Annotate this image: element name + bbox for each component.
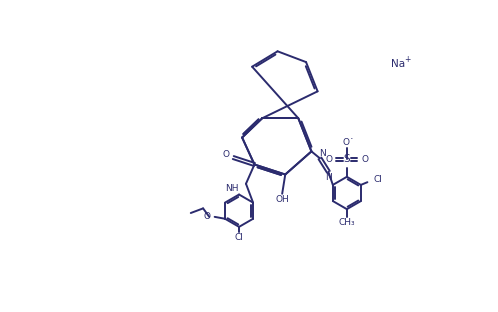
Text: Na: Na: [391, 59, 405, 69]
Text: O: O: [325, 155, 332, 164]
Text: O: O: [223, 150, 230, 159]
Text: +: +: [404, 55, 410, 64]
Text: O: O: [362, 155, 369, 164]
Text: S: S: [344, 154, 350, 164]
Text: Cl: Cl: [235, 233, 244, 242]
Text: Cl: Cl: [374, 175, 383, 184]
Text: CH₃: CH₃: [339, 218, 355, 227]
Text: NH: NH: [226, 184, 239, 193]
Text: N: N: [325, 173, 332, 182]
Text: ·: ·: [350, 134, 353, 144]
Text: N: N: [320, 149, 326, 158]
Text: O: O: [204, 212, 211, 221]
Text: OH: OH: [275, 195, 289, 204]
Text: O: O: [343, 139, 350, 148]
